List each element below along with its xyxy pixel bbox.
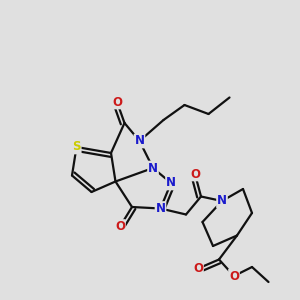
- Text: N: N: [155, 202, 166, 215]
- Text: N: N: [217, 194, 227, 208]
- Text: N: N: [134, 134, 145, 148]
- Text: O: O: [112, 95, 122, 109]
- Text: O: O: [115, 220, 125, 233]
- Text: O: O: [229, 269, 239, 283]
- Text: O: O: [193, 262, 203, 275]
- Text: S: S: [72, 140, 81, 154]
- Text: N: N: [148, 161, 158, 175]
- Text: O: O: [190, 167, 200, 181]
- Text: N: N: [166, 176, 176, 190]
